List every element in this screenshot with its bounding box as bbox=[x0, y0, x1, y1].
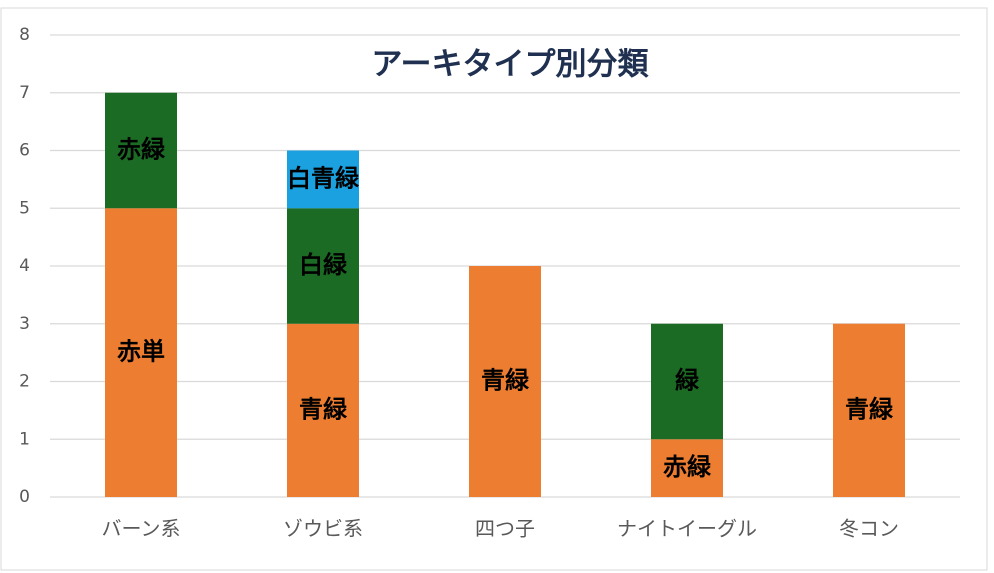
bar-segment bbox=[105, 92, 177, 209]
chart-title: アーキタイプ別分類 bbox=[371, 47, 649, 83]
y-tick-label: 7 bbox=[19, 83, 30, 103]
segment-label: 青緑 bbox=[481, 367, 530, 395]
x-tick-label: ゾウビ系 bbox=[283, 517, 363, 541]
segment-label: 緑 bbox=[675, 367, 700, 395]
segment-label: 赤緑 bbox=[117, 136, 166, 164]
x-tick-label: 四つ子 bbox=[475, 517, 535, 541]
segment-label: 青緑 bbox=[845, 395, 894, 423]
bar-segment bbox=[469, 266, 541, 497]
segment-label: 赤緑 bbox=[663, 453, 712, 481]
segment-label: 青緑 bbox=[299, 395, 348, 423]
bar-segment bbox=[833, 323, 905, 497]
segment-label: 白青緑 bbox=[287, 164, 360, 192]
bar-segment bbox=[287, 208, 359, 324]
segment-label: 赤単 bbox=[117, 338, 165, 366]
bar-segment bbox=[287, 150, 359, 209]
y-tick-label: 5 bbox=[19, 198, 30, 218]
x-tick-label: バーン系 bbox=[102, 517, 181, 541]
bar-segment bbox=[105, 208, 177, 497]
y-tick-label: 8 bbox=[19, 25, 30, 45]
y-tick-label: 3 bbox=[19, 314, 30, 334]
y-tick-label: 1 bbox=[19, 429, 30, 449]
bar-segment bbox=[287, 323, 359, 497]
y-tick-label: 6 bbox=[19, 141, 30, 161]
x-tick-label: ナイトイーグル bbox=[617, 517, 757, 541]
y-tick-label: 4 bbox=[19, 256, 30, 276]
bar-segment bbox=[651, 323, 723, 440]
segment-label: 白緑 bbox=[299, 251, 348, 279]
bar-segment bbox=[651, 439, 723, 497]
y-tick-label: 0 bbox=[19, 487, 30, 507]
x-tick-label: 冬コン bbox=[839, 517, 899, 541]
y-tick-label: 2 bbox=[19, 372, 30, 392]
